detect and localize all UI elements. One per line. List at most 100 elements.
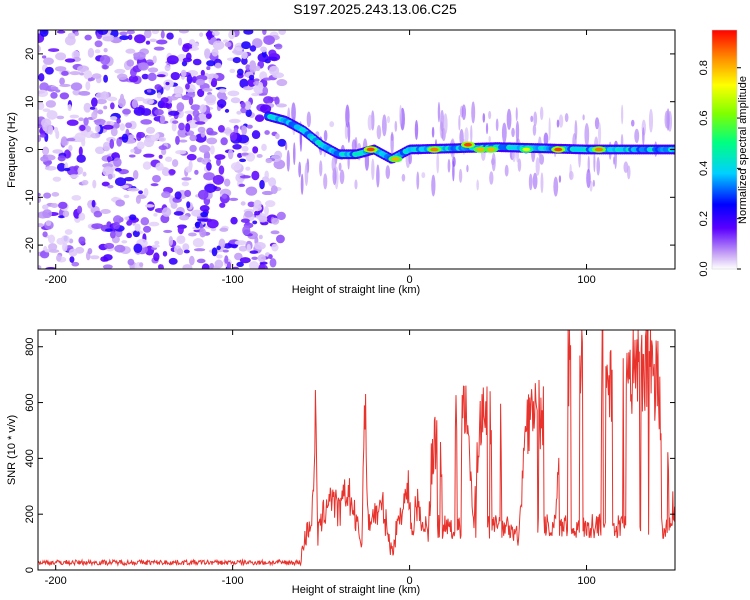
noise-blob — [139, 262, 144, 268]
y-tick-label: -10 — [24, 189, 36, 205]
noise-blob — [168, 169, 176, 175]
streak-mark — [399, 104, 402, 126]
noise-blob — [159, 114, 166, 124]
noise-blob — [45, 100, 57, 108]
noise-blob — [261, 190, 274, 196]
noise-blob — [176, 235, 186, 245]
noise-blob — [182, 243, 190, 251]
noise-blob — [133, 243, 143, 254]
noise-blob — [91, 111, 98, 120]
y-tick-label: 200 — [24, 505, 36, 523]
noise-blob — [148, 221, 160, 227]
noise-blob — [253, 199, 262, 209]
streak-mark — [431, 126, 435, 138]
noise-blob — [241, 125, 248, 136]
noise-blob — [138, 190, 143, 195]
noise-blob — [123, 194, 130, 199]
noise-blob — [95, 92, 105, 99]
noise-blob — [63, 167, 71, 172]
noise-blob — [122, 108, 131, 115]
spectrogram-x-label: Height of straight line (km) — [292, 284, 420, 296]
noise-blob — [112, 221, 120, 230]
streak-mark — [338, 162, 342, 172]
noise-blob — [199, 227, 207, 238]
noise-blob — [58, 215, 66, 219]
noise-blob — [48, 243, 58, 251]
noise-blob — [76, 154, 86, 163]
noise-blob — [189, 144, 197, 153]
noise-blob — [46, 110, 58, 120]
noise-blob — [104, 242, 115, 249]
noise-blob — [154, 132, 160, 138]
noise-blob — [41, 55, 47, 59]
noise-blob — [240, 201, 246, 206]
noise-blob — [260, 104, 272, 114]
noise-blob — [57, 201, 68, 210]
streak-mark — [548, 117, 551, 141]
noise-blob — [44, 124, 53, 135]
noise-blob — [186, 130, 195, 136]
noise-blob — [64, 58, 76, 63]
noise-blob — [209, 145, 215, 155]
noise-blob — [211, 48, 219, 57]
noise-blob — [143, 137, 155, 148]
noise-blob — [67, 104, 72, 112]
noise-blob — [127, 34, 133, 41]
noise-blob — [178, 122, 185, 131]
noise-blob — [138, 62, 149, 71]
noise-blob — [116, 137, 123, 147]
noise-blob — [54, 126, 59, 134]
noise-blob — [114, 167, 122, 172]
streak-mark — [466, 164, 469, 173]
noise-blob — [79, 124, 86, 132]
noise-blob — [234, 252, 243, 261]
noise-blob — [132, 169, 139, 180]
noise-blob — [62, 210, 70, 218]
streak-mark — [556, 119, 560, 128]
streak-mark — [319, 160, 323, 177]
figure-title: S197.2025.243.13.06.C25 — [293, 1, 457, 17]
noise-blob — [87, 247, 93, 255]
noise-blob — [54, 66, 67, 72]
noise-blob — [251, 170, 260, 181]
noise-blob — [156, 92, 162, 99]
noise-blob — [102, 141, 111, 152]
noise-blob — [192, 43, 200, 47]
noise-blob — [112, 215, 123, 224]
noise-blob — [196, 258, 206, 264]
noise-blob — [45, 220, 52, 226]
noise-blob — [219, 227, 229, 232]
streak-mark — [621, 104, 624, 125]
noise-blob — [223, 178, 231, 187]
noise-blob — [126, 232, 133, 239]
noise-blob — [178, 139, 188, 143]
noise-blob — [243, 86, 254, 91]
noise-blob — [96, 98, 107, 105]
noise-blob — [38, 192, 41, 197]
noise-blob — [200, 69, 205, 77]
noise-blob — [249, 45, 257, 52]
noise-blob — [252, 220, 258, 225]
noise-blob — [56, 254, 62, 262]
noise-blob — [121, 133, 129, 143]
noise-blob — [154, 208, 162, 212]
noise-blob — [241, 51, 248, 60]
noise-blob — [136, 131, 146, 139]
noise-blob — [259, 179, 265, 190]
noise-blob — [52, 149, 63, 154]
noise-blob — [100, 209, 111, 215]
noise-blob — [232, 266, 240, 269]
noise-blob — [206, 127, 214, 135]
streak-mark — [464, 127, 469, 144]
streak-mark — [506, 108, 512, 130]
colorbar-frame — [711, 29, 738, 270]
noise-blob — [206, 66, 211, 71]
noise-blob — [50, 203, 59, 209]
noise-blob — [203, 172, 215, 181]
colorbar-tick-label: 0.2 — [698, 211, 710, 226]
noise-blob — [268, 65, 280, 76]
noise-blob — [153, 252, 160, 262]
streak-mark — [491, 152, 496, 172]
noise-blob — [170, 71, 180, 81]
